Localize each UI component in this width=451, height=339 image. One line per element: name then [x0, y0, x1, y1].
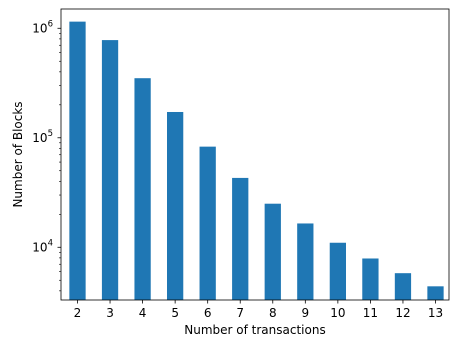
- x-tick-label-10: 10: [330, 306, 345, 320]
- bar-8: [264, 203, 281, 300]
- bar-7: [232, 177, 249, 300]
- bar-9: [297, 223, 314, 300]
- x-axis-label: Number of transactions: [184, 323, 325, 337]
- x-tick-label-4: 4: [139, 306, 147, 320]
- bars: [69, 21, 444, 301]
- bar-6: [199, 146, 216, 300]
- x-tick-label-3: 3: [106, 306, 114, 320]
- x-tick-label-11: 11: [363, 306, 378, 320]
- bar-4: [134, 78, 151, 301]
- y-major-ticks: 104 105 106: [32, 19, 61, 254]
- bar-2: [69, 21, 86, 300]
- bar-12: [394, 273, 412, 300]
- x-tick-label-5: 5: [171, 306, 179, 320]
- plot-frame: [60, 8, 450, 301]
- x-tick-label-7: 7: [236, 306, 244, 320]
- x-tick-label-6: 6: [204, 306, 212, 320]
- bar-3: [101, 40, 119, 300]
- y-tick-label-1e4: 104: [32, 238, 53, 254]
- x-tick-label-9: 9: [301, 306, 309, 320]
- bar-10: [329, 242, 346, 300]
- y-axis-label: Number of Blocks: [11, 101, 25, 207]
- x-tick-label-2: 2: [74, 306, 82, 320]
- bar-11: [362, 258, 379, 300]
- x-tick-label-12: 12: [395, 306, 410, 320]
- y-tick-label-1e5: 105: [32, 129, 53, 145]
- x-tick-label-8: 8: [269, 306, 277, 320]
- y-tick-label-1e6: 106: [32, 19, 53, 35]
- x-tick-label-13: 13: [428, 306, 443, 320]
- x-ticks: 2 3 4 5 6 7 8 9 10 11 12 13: [74, 300, 443, 320]
- bar-5: [167, 111, 184, 300]
- bar-13: [427, 286, 444, 300]
